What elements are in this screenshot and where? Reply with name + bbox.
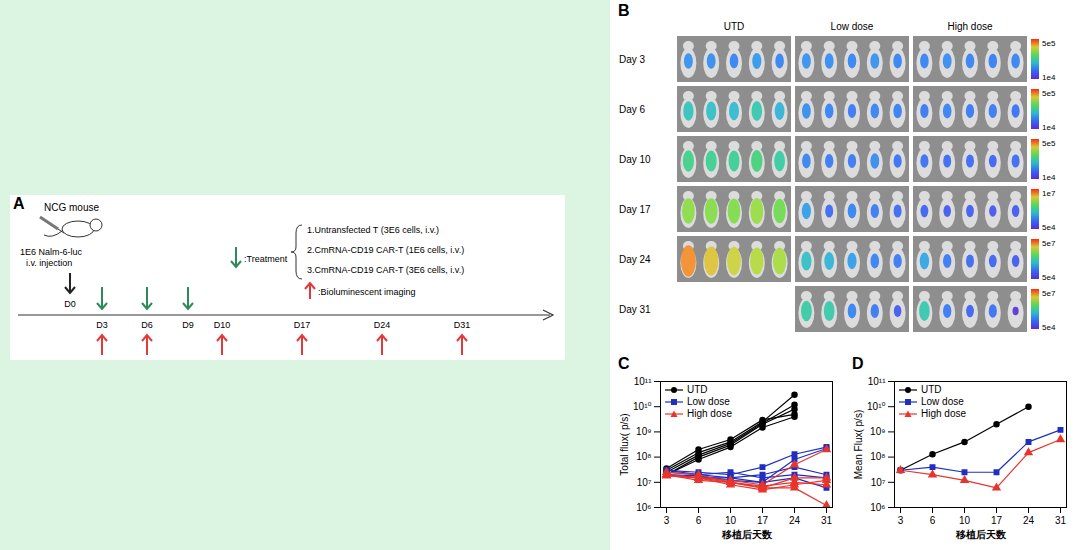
svg-text:High dose: High dose [947, 21, 992, 32]
svg-text:Day 17: Day 17 [619, 204, 651, 215]
svg-text:5e7: 5e7 [1042, 239, 1056, 248]
svg-text:6: 6 [696, 515, 702, 526]
svg-text:3: 3 [664, 515, 670, 526]
svg-text:17: 17 [991, 515, 1003, 526]
svg-text:24: 24 [789, 515, 801, 526]
svg-text:D31: D31 [454, 320, 471, 330]
svg-text:10: 10 [959, 515, 971, 526]
svg-text:6: 6 [930, 515, 936, 526]
svg-text:24: 24 [1023, 515, 1035, 526]
svg-text:D6: D6 [141, 320, 153, 330]
svg-text:10¹⁰: 10¹⁰ [867, 401, 885, 412]
svg-text:D24: D24 [374, 320, 391, 330]
svg-text:5e4: 5e4 [1042, 323, 1056, 332]
html-text:High dose: High dose [687, 408, 732, 419]
svg-text:Total flux( p/s): Total flux( p/s) [619, 413, 630, 475]
svg-text::Treatment: :Treatment [244, 254, 288, 264]
svg-text:Day 3: Day 3 [619, 54, 646, 65]
html-text:C: C [618, 355, 630, 372]
svg-text:2.CmRNA-CD19 CAR-T (1E6 cells,: 2.CmRNA-CD19 CAR-T (1E6 cells, i.v.) [307, 245, 464, 255]
svg-text:Mean Flux( p/s): Mean Flux( p/s) [853, 410, 864, 479]
svg-text:5e5: 5e5 [1042, 139, 1056, 148]
html-text:Low dose: Low dose [687, 396, 730, 407]
svg-text:3.CmRNA-CD19 CAR-T (3E6 cells,: 3.CmRNA-CD19 CAR-T (3E6 cells, i.v.) [307, 265, 464, 275]
svg-text:D10: D10 [214, 320, 231, 330]
svg-text:移植后天数: 移植后天数 [955, 529, 1007, 540]
svg-text:5e5: 5e5 [1042, 89, 1056, 98]
svg-text:10⁹: 10⁹ [870, 426, 885, 437]
svg-text:31: 31 [821, 515, 833, 526]
svg-text:10: 10 [725, 515, 737, 526]
svg-text:Low dose: Low dose [831, 21, 874, 32]
svg-text:B: B [618, 2, 630, 19]
svg-text:10¹⁰: 10¹⁰ [633, 401, 651, 412]
svg-text:10⁶: 10⁶ [636, 502, 651, 513]
svg-text:NCG mouse: NCG mouse [44, 202, 99, 213]
svg-text:5e4: 5e4 [1042, 223, 1056, 232]
html-text:UTD: UTD [687, 384, 708, 395]
html-text:UTD: UTD [921, 384, 942, 395]
svg-text:10¹¹: 10¹¹ [868, 376, 886, 387]
svg-text:UTD: UTD [724, 21, 745, 32]
svg-text:31: 31 [1055, 515, 1067, 526]
svg-text:1E6 Nalm-6-luc: 1E6 Nalm-6-luc [20, 247, 83, 257]
svg-text:1.Untransfected T (3E6 cells,: 1.Untransfected T (3E6 cells, i.v.) [307, 225, 439, 235]
svg-text:D9: D9 [182, 320, 194, 330]
svg-text:i.v. injection: i.v. injection [26, 258, 72, 268]
svg-text:D0: D0 [64, 299, 76, 309]
svg-text:1e4: 1e4 [1042, 123, 1056, 132]
svg-text:Day 10: Day 10 [619, 154, 651, 165]
svg-text:D17: D17 [294, 320, 311, 330]
svg-text:5e5: 5e5 [1042, 39, 1056, 48]
html-text:High dose: High dose [921, 408, 966, 419]
svg-text:Day 31: Day 31 [619, 304, 651, 315]
svg-text:5e7: 5e7 [1042, 289, 1056, 298]
svg-text:10⁸: 10⁸ [636, 451, 651, 462]
svg-text:10⁷: 10⁷ [871, 477, 886, 488]
svg-text:10⁸: 10⁸ [870, 451, 885, 462]
svg-text:5e4: 5e4 [1042, 273, 1056, 282]
svg-text:移植后天数: 移植后天数 [721, 529, 773, 540]
svg-text:A: A [13, 195, 25, 212]
svg-text:10¹¹: 10¹¹ [634, 376, 652, 387]
svg-text:10⁶: 10⁶ [870, 502, 885, 513]
svg-text:10⁷: 10⁷ [637, 477, 652, 488]
svg-text:Day 6: Day 6 [619, 104, 646, 115]
svg-text::Bioluminescent imaging: :Bioluminescent imaging [318, 287, 416, 297]
svg-text:1e4: 1e4 [1042, 173, 1056, 182]
svg-text:1e7: 1e7 [1042, 189, 1056, 198]
svg-text:10⁹: 10⁹ [636, 426, 651, 437]
svg-text:17: 17 [757, 515, 769, 526]
svg-text:1e4: 1e4 [1042, 73, 1056, 82]
svg-text:3: 3 [898, 515, 904, 526]
svg-text:Day 24: Day 24 [619, 254, 651, 265]
html-text:D: D [852, 355, 864, 372]
html-text:Low dose: Low dose [921, 396, 964, 407]
svg-text:D3: D3 [96, 320, 108, 330]
